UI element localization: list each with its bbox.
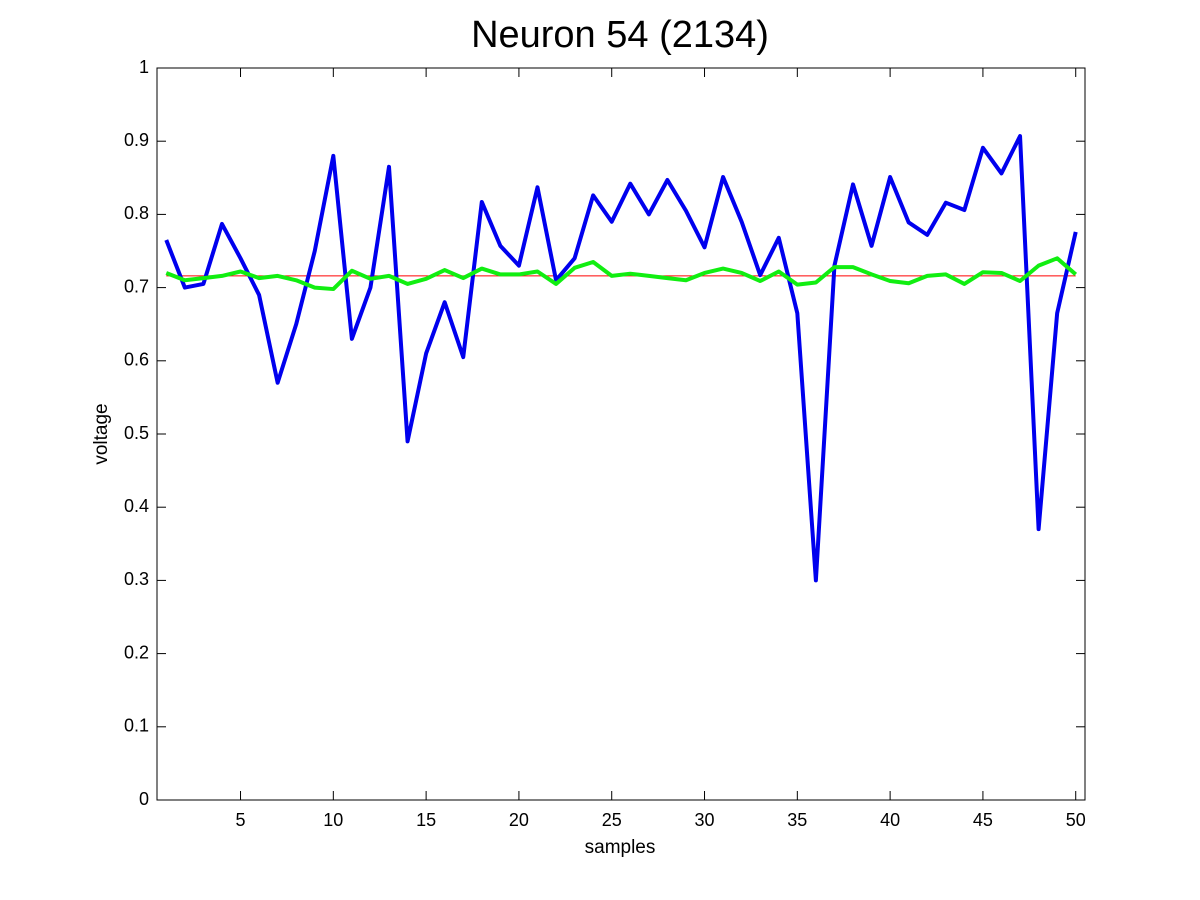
x-axis-label: samples <box>585 837 656 858</box>
chart-title: Neuron 54 (2134) <box>471 14 769 56</box>
x-tick-label: 35 <box>787 810 807 830</box>
x-tick-label: 40 <box>880 810 900 830</box>
y-tick-label: 0 <box>139 789 149 809</box>
x-tick-label: 25 <box>602 810 622 830</box>
y-axis-label: voltage <box>91 403 112 464</box>
x-tick-label: 5 <box>236 810 246 830</box>
x-tick-label: 15 <box>416 810 436 830</box>
y-tick-label: 0.8 <box>124 203 149 223</box>
x-tick-label: 10 <box>323 810 343 830</box>
y-tick-label: 0.5 <box>124 423 149 443</box>
y-tick-label: 0.6 <box>124 350 149 370</box>
x-tick-label: 20 <box>509 810 529 830</box>
data-line <box>164 134 1078 583</box>
x-tick-label: 30 <box>695 810 715 830</box>
y-tick-label: 0.3 <box>124 569 149 589</box>
x-tick-label: 50 <box>1066 810 1086 830</box>
y-tick-label: 0.9 <box>124 130 149 150</box>
data-line <box>165 256 1078 292</box>
y-tick-label: 0.2 <box>124 642 149 662</box>
x-tick-label: 45 <box>973 810 993 830</box>
y-tick-label: 0.4 <box>124 496 149 516</box>
y-tick-label: 1 <box>139 57 149 77</box>
y-tick-label: 0.7 <box>124 276 149 296</box>
y-tick-label: 0.1 <box>124 716 149 736</box>
plot-frame <box>156 67 1086 801</box>
